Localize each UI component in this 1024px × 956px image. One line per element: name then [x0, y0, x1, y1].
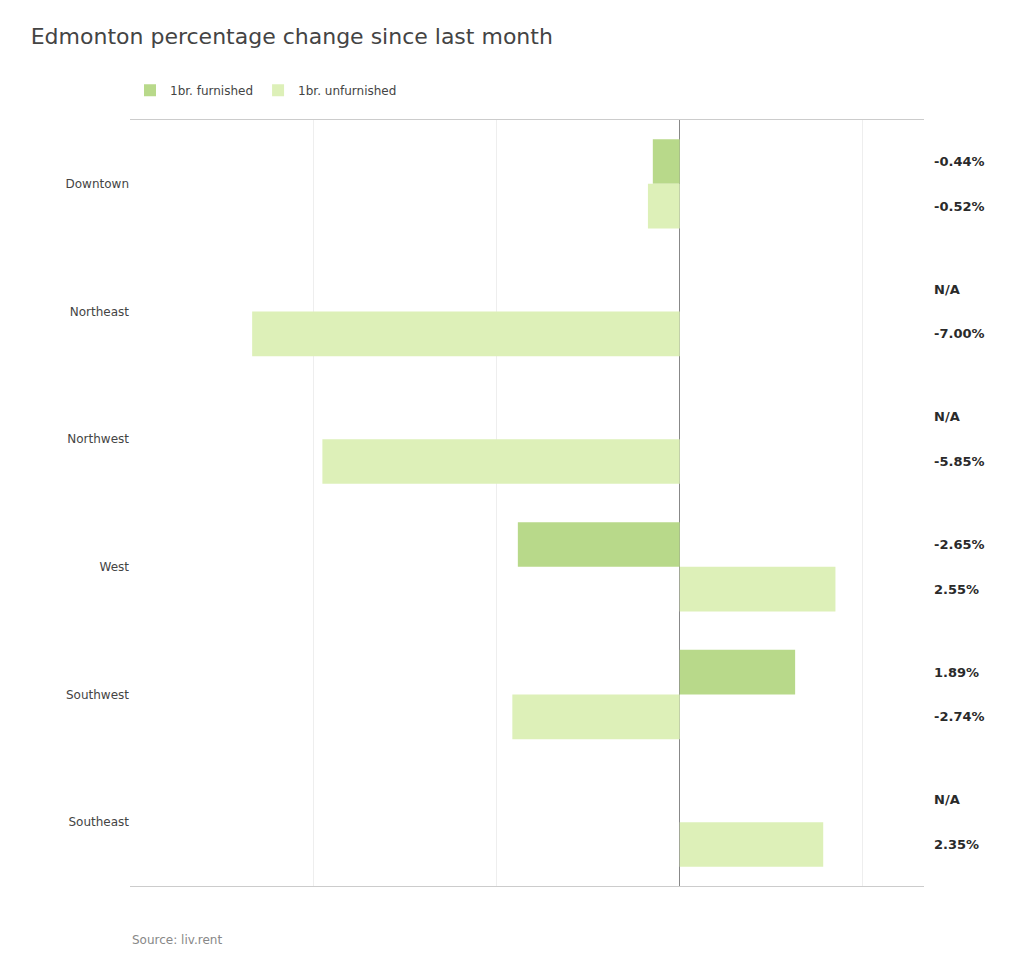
svg-text:Edmonton percentage change sin: Edmonton percentage change since last mo… [31, 24, 553, 49]
svg-text:-2.74%: -2.74% [934, 709, 985, 724]
svg-text:West: West [99, 560, 129, 574]
svg-text:1br. furnished: 1br. furnished [170, 84, 253, 98]
svg-text:-7.00%: -7.00% [934, 326, 985, 341]
svg-text:Northeast: Northeast [70, 305, 130, 319]
svg-text:Southwest: Southwest [66, 688, 129, 702]
svg-text:-0.44%: -0.44% [934, 154, 985, 169]
svg-text:N/A: N/A [934, 792, 960, 807]
svg-text:2.55%: 2.55% [934, 582, 979, 597]
svg-text:N/A: N/A [934, 409, 960, 424]
svg-text:1br. unfurnished: 1br. unfurnished [298, 84, 396, 98]
svg-text:Southeast: Southeast [68, 815, 129, 829]
svg-text:Source: liv.rent: Source: liv.rent [132, 933, 222, 947]
svg-text:Downtown: Downtown [66, 177, 129, 191]
svg-text:-2.65%: -2.65% [934, 537, 985, 552]
svg-text:1.89%: 1.89% [934, 665, 979, 680]
svg-text:-0.52%: -0.52% [934, 199, 985, 214]
svg-text:Northwest: Northwest [67, 432, 129, 446]
svg-text:2.35%: 2.35% [934, 837, 979, 852]
svg-text:-5.85%: -5.85% [934, 454, 985, 469]
svg-text:N/A: N/A [934, 282, 960, 297]
